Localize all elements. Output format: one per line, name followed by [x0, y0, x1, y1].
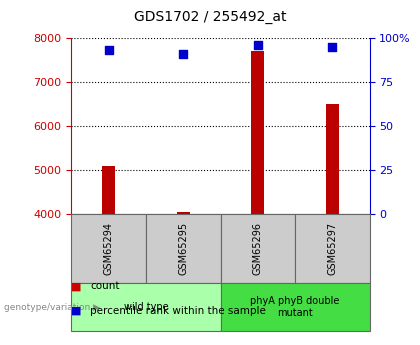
Bar: [102, 166, 116, 214]
Text: genotype/variation ▶: genotype/variation ▶: [4, 303, 100, 312]
Bar: [146, 214, 220, 283]
Bar: [220, 214, 295, 283]
Text: GSM65294: GSM65294: [104, 222, 114, 275]
Bar: [326, 104, 339, 214]
Point: [105, 48, 112, 53]
Bar: [176, 212, 190, 214]
Text: GSM65297: GSM65297: [327, 222, 337, 275]
Bar: [71, 283, 220, 331]
Bar: [295, 214, 370, 283]
Point: [255, 42, 261, 48]
Bar: [220, 283, 370, 331]
Text: percentile rank within the sample: percentile rank within the sample: [90, 306, 266, 315]
Text: ■: ■: [71, 306, 82, 315]
Text: wild type: wild type: [123, 302, 168, 312]
Bar: [251, 51, 265, 214]
Text: ■: ■: [71, 282, 82, 291]
Text: GDS1702 / 255492_at: GDS1702 / 255492_at: [134, 10, 286, 24]
Text: GSM65296: GSM65296: [253, 222, 263, 275]
Point: [329, 44, 336, 49]
Text: phyA phyB double
mutant: phyA phyB double mutant: [250, 296, 340, 318]
Point: [180, 51, 186, 57]
Text: count: count: [90, 282, 120, 291]
Bar: [71, 214, 146, 283]
Text: GSM65295: GSM65295: [178, 222, 188, 275]
